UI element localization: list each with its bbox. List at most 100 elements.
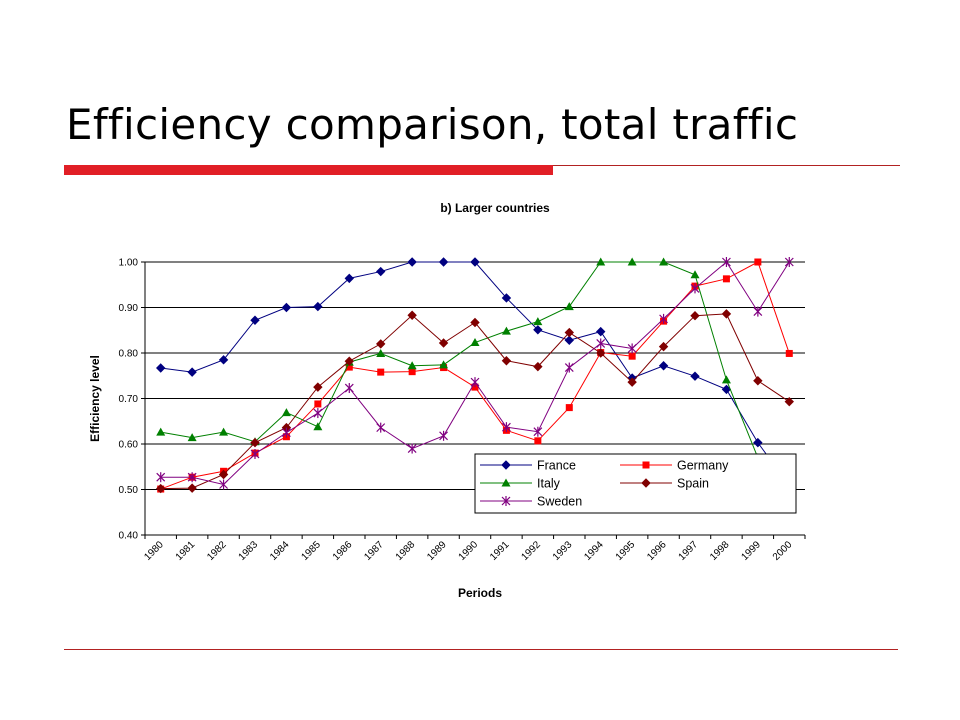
- data-point-sweden: [533, 426, 543, 437]
- data-point-spain: [376, 339, 386, 349]
- data-point-sweden: [187, 472, 197, 483]
- data-point-france: [438, 257, 449, 267]
- data-point-italy: [533, 317, 543, 326]
- x-tick-label: 1991: [488, 539, 512, 563]
- data-point-italy: [659, 257, 669, 266]
- data-point-spain: [344, 356, 354, 366]
- data-point-france: [658, 361, 669, 371]
- x-tick-label: 1980: [142, 539, 166, 563]
- data-point-italy: [281, 408, 291, 417]
- data-point-sweden: [219, 479, 228, 490]
- data-point-spain: [187, 483, 197, 493]
- data-point-france: [721, 384, 732, 395]
- data-point-france: [313, 301, 323, 312]
- x-tick-label: 1997: [677, 539, 701, 563]
- data-point-france: [501, 293, 512, 303]
- x-tick-label: 1995: [614, 539, 638, 563]
- data-point-italy: [690, 270, 700, 279]
- data-point-sweden: [313, 408, 323, 419]
- data-point-italy: [313, 422, 323, 431]
- x-tick-label: 1993: [551, 539, 575, 563]
- y-tick-label: 0.80: [119, 349, 139, 360]
- data-point-germany: [628, 352, 636, 360]
- data-point-spain: [690, 310, 700, 321]
- data-point-sweden: [596, 338, 606, 349]
- legend-label-sweden: Sweden: [537, 495, 582, 509]
- data-point-france: [187, 367, 197, 377]
- data-point-sweden: [722, 257, 731, 267]
- x-tick-label: 1998: [708, 539, 732, 563]
- x-tick-label: 1994: [582, 539, 606, 563]
- data-point-italy: [564, 302, 574, 311]
- legend-label-france: France: [537, 459, 576, 473]
- x-axis-title: Periods: [458, 586, 502, 600]
- data-point-sweden: [502, 422, 511, 433]
- legend-marker-italy: [501, 478, 511, 487]
- data-point-spain: [533, 361, 543, 372]
- data-point-spain: [564, 327, 574, 338]
- data-point-sweden: [439, 430, 448, 441]
- data-point-france: [218, 355, 229, 365]
- data-point-germany: [314, 400, 322, 408]
- data-point-germany: [377, 368, 385, 376]
- data-point-spain: [501, 356, 512, 366]
- data-point-sweden: [564, 362, 574, 373]
- data-point-spain: [218, 469, 229, 480]
- data-point-italy: [470, 338, 480, 347]
- data-point-sweden: [659, 313, 668, 324]
- data-point-sweden: [627, 343, 637, 354]
- legend-marker-france: [501, 460, 511, 470]
- x-tick-label: 1986: [331, 539, 355, 563]
- y-tick-label: 0.70: [119, 394, 139, 405]
- y-tick-label: 1.00: [119, 258, 139, 269]
- data-point-france: [690, 371, 700, 381]
- data-point-france: [281, 302, 292, 313]
- series-points-spain: [156, 309, 794, 494]
- data-point-sweden: [282, 427, 291, 438]
- data-point-italy: [156, 427, 166, 436]
- data-point-spain: [596, 348, 606, 358]
- data-point-sweden: [753, 306, 763, 317]
- x-tick-label: 1992: [519, 539, 543, 563]
- data-point-sweden: [407, 443, 417, 454]
- data-point-germany: [534, 437, 542, 445]
- data-point-italy: [439, 360, 449, 369]
- data-point-italy: [187, 433, 197, 442]
- data-point-france: [344, 273, 354, 284]
- data-point-france: [407, 257, 417, 267]
- data-point-spain: [784, 396, 794, 407]
- data-point-france: [596, 326, 606, 337]
- data-point-sweden: [784, 257, 794, 267]
- data-point-italy: [627, 257, 637, 266]
- data-point-france: [564, 335, 574, 345]
- data-point-spain: [407, 310, 417, 320]
- data-point-germany: [471, 383, 479, 391]
- legend-marker-germany: [642, 461, 650, 469]
- data-point-germany: [722, 275, 730, 283]
- data-point-sweden: [250, 449, 260, 460]
- data-point-spain: [438, 338, 449, 348]
- y-tick-label: 0.60: [119, 440, 139, 451]
- x-tick-label: 1982: [205, 539, 229, 563]
- data-point-france: [533, 325, 543, 335]
- data-point-spain: [250, 437, 260, 448]
- data-point-spain: [658, 341, 669, 352]
- x-tick-label: 1985: [299, 539, 323, 563]
- data-point-sweden: [470, 377, 480, 388]
- legend-label-italy: Italy: [537, 477, 561, 491]
- data-point-spain: [470, 317, 480, 328]
- data-point-france: [376, 266, 386, 277]
- legend: France Germany Italy Spain Sweden: [474, 453, 797, 514]
- data-point-germany: [345, 363, 353, 371]
- data-point-spain: [627, 377, 637, 387]
- data-point-germany: [785, 349, 793, 357]
- data-point-sweden: [690, 283, 700, 294]
- x-tick-label: 1983: [237, 539, 261, 563]
- data-point-sweden: [376, 422, 386, 433]
- data-point-italy: [721, 375, 731, 384]
- x-tick-label: 1989: [425, 539, 449, 563]
- x-tick-label: 1987: [362, 539, 386, 563]
- x-tick-label: 1984: [268, 539, 292, 563]
- data-point-italy: [407, 361, 417, 370]
- x-tick-label: 1988: [394, 539, 418, 563]
